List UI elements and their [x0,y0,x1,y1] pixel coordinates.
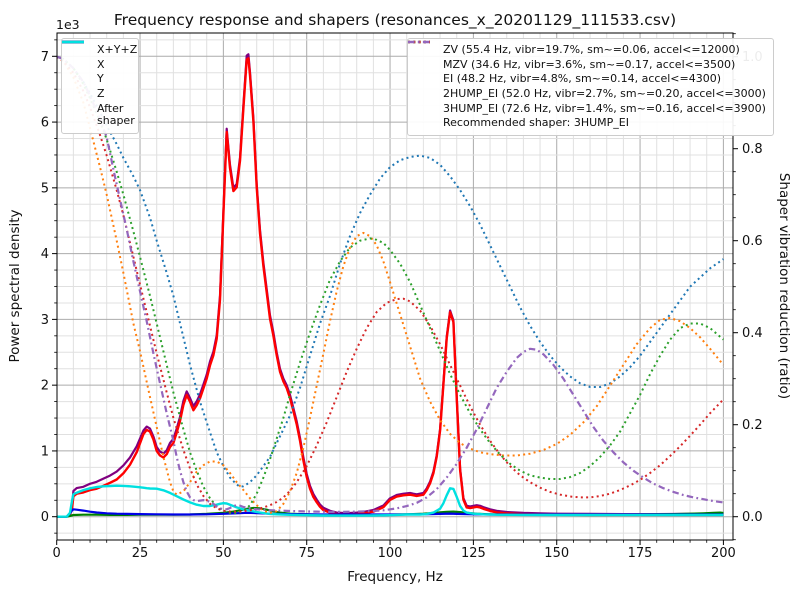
legend-psd-label: Z [97,86,105,100]
y-right-tick-label: 0.2 [742,418,763,433]
legend-psd-label: Y [97,72,104,86]
legend-psd: X+Y+Z X Y Z After shaper [61,38,139,134]
y-left-tick-label: 1 [41,444,49,459]
legend-psd-item: X+Y+Z [62,40,137,57]
legend-psd-item: Z [62,40,131,101]
legend-line-sample [408,40,437,68]
legend-shapers-item: 2HUMP_EI (52.0 Hz, vibr=2.7%, sm~=0.20, … [408,40,766,101]
legend-line-sample [408,40,437,112]
legend-psd-item: Y [62,40,131,86]
series-line-zv [57,55,724,488]
legend-line-sample-svg [62,40,84,44]
legend-line-sample [62,40,91,68]
y-right-tick-label: 0.4 [742,326,763,341]
legend-shapers-label: ZV (55.4 Hz, vibr=19.7%, sm~=0.06, accel… [443,43,740,56]
legend-shapers-item: Recommended shaper: 3HUMP_EI [415,117,766,130]
y-left-tick-label: 2 [41,379,49,394]
legend-spacer [415,121,437,127]
x-tick-label: 200 [711,546,736,561]
series-layer [57,53,725,518]
legend-shapers-label: EI (48.2 Hz, vibr=4.8%, sm~=0.14, accel<… [443,72,721,86]
legend-shapers: ZV (55.4 Hz, vibr=19.7%, sm~=0.06, accel… [407,38,774,136]
legend-shapers-item: EI (48.2 Hz, vibr=4.8%, sm~=0.14, accel<… [408,40,766,86]
x-tick-label: 25 [132,546,149,561]
y-left-tick-label: 5 [41,181,49,196]
y-right-axis-label: Shaper vibration reduction (ratio) [776,173,792,399]
x-tick-label: 175 [628,546,653,561]
x-axis-label: Frequency, Hz [347,569,443,585]
legend-shapers-item: 3HUMP_EI (72.6 Hz, vibr=1.4%, sm~=0.16, … [408,40,766,116]
legend-shapers-label: 3HUMP_EI (72.6 Hz, vibr=1.4%, sm~=0.16, … [443,101,766,115]
legend-line-sample [62,40,91,53]
series-line-3hump-ei [57,55,724,513]
x-tick-label: 50 [215,546,232,561]
legend-shapers-label: Recommended shaper: 3HUMP_EI [443,116,629,130]
legend-psd-label: After shaper [97,101,135,128]
y-left-axis-label: Power spectral density [7,209,23,362]
series-line-mzv [57,55,725,514]
legend-line-sample [408,40,437,53]
y-right-tick-label: 0.0 [742,510,763,525]
legend-shapers-label: MZV (34.6 Hz, vibr=3.6%, sm~=0.17, accel… [443,57,736,71]
y-left-tick-label: 6 [41,116,49,131]
series-line-after-shaper [57,484,724,518]
grid [57,33,733,540]
legend-shapers-item: ZV (55.4 Hz, vibr=19.7%, sm~=0.06, accel… [408,40,766,57]
y-right-tick-label: 0.8 [742,142,763,157]
x-tick-label: 0 [53,546,61,561]
x-tick-label: 150 [544,546,569,561]
legend-shapers-item: MZV (34.6 Hz, vibr=3.6%, sm~=0.17, accel… [408,40,766,72]
legend-line-sample-svg [408,40,430,44]
legend-line-sample [408,40,437,97]
y-left-tick-label: 4 [41,247,49,262]
legend-psd-item: After shaper [62,40,135,128]
axes-layer: 0 25 50 75 100 125 150 175 200 0 1 2 3 4 5 6 7 0.0 0.2 0.4 0… [41,32,763,561]
legend-psd-item: X [62,40,131,72]
legend-line-sample [62,40,91,118]
y-left-offset-text: 1e3 [56,17,80,32]
x-tick-label: 75 [298,546,315,561]
legend-shapers-label: 2HUMP_EI (52.0 Hz, vibr=2.7%, sm~=0.20, … [443,86,766,100]
y-left-tick-label: 3 [41,313,49,328]
legend-psd-label: X+Y+Z [97,43,138,56]
x-tick-label: 125 [461,546,486,561]
legend-line-sample [62,40,91,97]
y-left-tick-label: 7 [41,50,49,65]
chart-title: Frequency response and shapers (resonanc… [114,11,676,30]
y-right-tick-label: 0.6 [742,234,763,249]
series-line-x [57,57,724,518]
y-left-tick-label: 0 [41,510,49,525]
legend-psd-label: X [97,57,105,71]
x-tick-label: 100 [378,546,403,561]
legend-line-sample [408,40,437,83]
legend-line-sample [62,40,91,83]
